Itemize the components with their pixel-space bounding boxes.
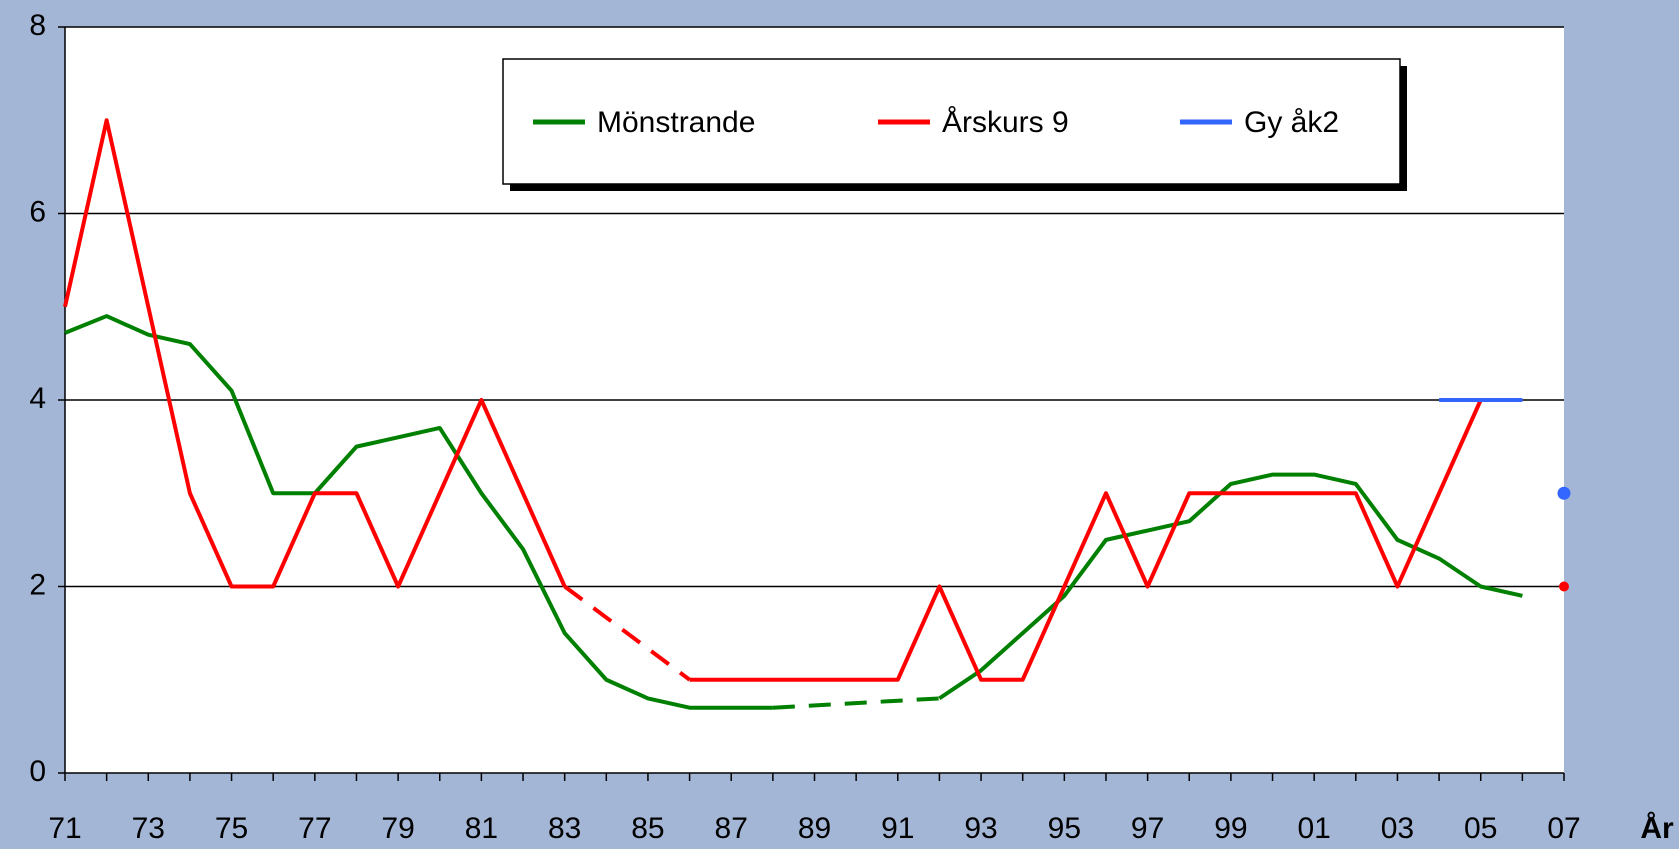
x-tick-label: 79 bbox=[381, 812, 414, 845]
x-tick-label: 73 bbox=[132, 812, 165, 845]
x-tick-label: 91 bbox=[881, 812, 914, 845]
x-tick-label: 03 bbox=[1381, 812, 1414, 845]
gap-bridge bbox=[772, 696, 940, 710]
x-tick-label: 89 bbox=[798, 812, 831, 845]
x-tick-label: 81 bbox=[465, 812, 498, 845]
x-tick-label: 83 bbox=[548, 812, 581, 845]
end-point bbox=[1557, 486, 1571, 500]
x-tick-label: 07 bbox=[1547, 812, 1580, 845]
series-line bbox=[689, 399, 1483, 682]
series-line bbox=[938, 472, 1523, 701]
y-tick-label: 6 bbox=[29, 195, 46, 228]
x-tick-label: 97 bbox=[1131, 812, 1164, 845]
legend-label: Mönstrande bbox=[597, 106, 755, 139]
x-tick-label: 01 bbox=[1297, 812, 1330, 845]
x-tick-label: 71 bbox=[48, 812, 81, 845]
gap-bridge bbox=[563, 584, 691, 682]
legend-label: Gy åk2 bbox=[1244, 106, 1339, 139]
x-tick-label: 75 bbox=[215, 812, 248, 845]
x-tick-label: 87 bbox=[715, 812, 748, 845]
x-tick-label: 05 bbox=[1464, 812, 1497, 845]
x-tick-label: 77 bbox=[298, 812, 331, 845]
end-point bbox=[1559, 581, 1569, 592]
x-tick-label: 85 bbox=[631, 812, 664, 845]
y-tick-label: 2 bbox=[29, 568, 46, 601]
x-axis-label: År bbox=[1640, 812, 1674, 845]
legend-label: Årskurs 9 bbox=[942, 106, 1069, 139]
legend bbox=[502, 58, 1401, 185]
series-line bbox=[63, 118, 567, 589]
x-tick-label: 99 bbox=[1214, 812, 1247, 845]
y-tick-label: 8 bbox=[29, 9, 46, 42]
x-tick-label: 95 bbox=[1048, 812, 1081, 845]
series-line bbox=[64, 314, 773, 710]
x-tick-label: 93 bbox=[964, 812, 997, 845]
y-tick-label: 4 bbox=[29, 382, 46, 415]
y-tick-label: 0 bbox=[29, 755, 46, 788]
